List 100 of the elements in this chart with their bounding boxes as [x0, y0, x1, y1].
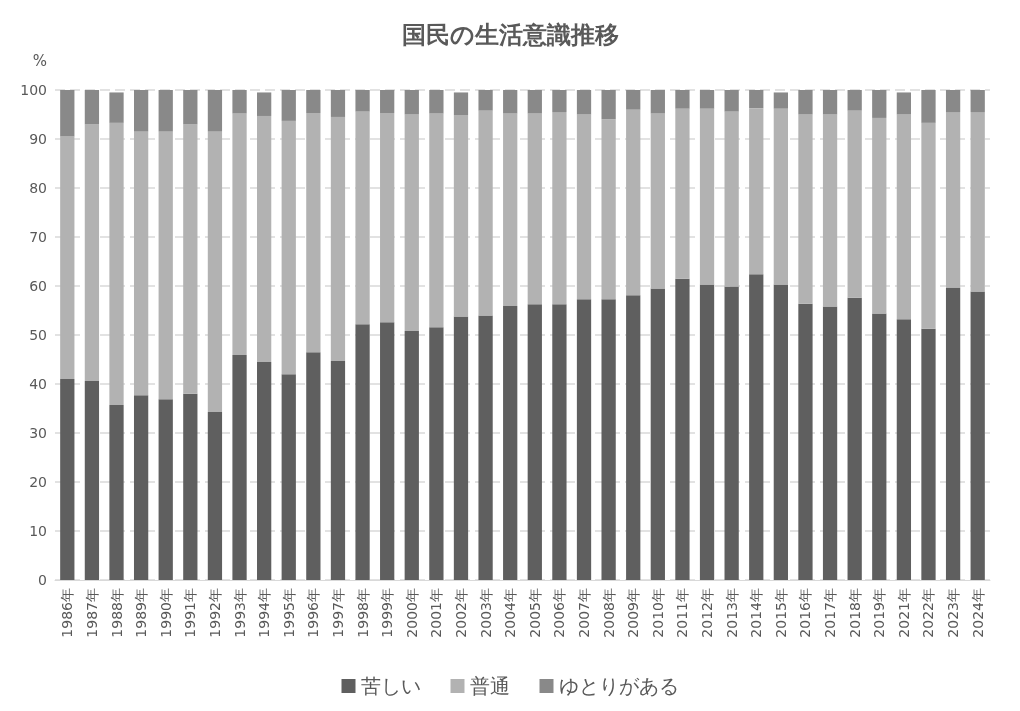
y-tick-label: 30	[29, 425, 47, 441]
bar	[478, 90, 493, 111]
bar	[699, 90, 715, 109]
bar	[478, 110, 493, 316]
x-tick-label: 1995年	[280, 588, 297, 638]
bar	[306, 352, 321, 580]
bar	[675, 278, 690, 580]
bar	[478, 315, 493, 580]
y-tick-label: 100	[20, 82, 47, 98]
y-tick-label: 70	[29, 229, 47, 245]
x-tick-label: 1993年	[231, 588, 248, 638]
bar	[675, 108, 690, 279]
x-tick-label: 2015年	[772, 588, 789, 638]
x-tick-label: 2012年	[699, 588, 716, 638]
bar	[503, 113, 518, 307]
bar	[84, 381, 100, 580]
bar	[749, 274, 764, 580]
chart-title: 国民の生活意識推移	[401, 21, 619, 49]
bar	[724, 286, 739, 580]
x-tick-label: 1990年	[157, 588, 174, 638]
bar	[330, 90, 346, 117]
x-tick-label: 2006年	[551, 588, 568, 638]
legend-label: 苦しい	[360, 674, 421, 698]
bar	[847, 90, 862, 111]
bar	[576, 90, 592, 115]
y-tick-label: 20	[29, 474, 47, 490]
x-tick-label: 2007年	[576, 588, 593, 638]
y-tick-label: 50	[29, 327, 47, 343]
bar	[183, 90, 198, 125]
bar	[527, 304, 542, 580]
x-tick-label: 1986年	[59, 588, 76, 638]
x-tick-label: 2003年	[477, 588, 494, 638]
bar	[847, 110, 862, 298]
bar	[503, 306, 518, 580]
bar	[724, 90, 739, 112]
bar	[281, 120, 296, 375]
x-tick-label: 2021年	[895, 588, 912, 638]
bar	[133, 395, 149, 580]
x-tick-label: 2002年	[452, 588, 469, 638]
bar	[60, 136, 75, 380]
bar	[921, 90, 936, 123]
legend-label: 普通	[469, 674, 510, 698]
bar	[650, 288, 665, 580]
bar	[257, 361, 272, 580]
bar	[453, 92, 469, 115]
x-tick-label: 1988年	[108, 588, 125, 638]
bar	[749, 90, 764, 109]
bar	[503, 90, 518, 114]
bar	[945, 90, 961, 113]
bar	[183, 124, 198, 394]
bar	[749, 108, 764, 275]
bar	[724, 111, 739, 287]
x-tick-label: 2014年	[748, 588, 765, 638]
bar	[601, 299, 616, 580]
bar	[822, 90, 838, 115]
bar	[576, 299, 592, 580]
bar	[650, 90, 665, 114]
x-tick-label: 1991年	[182, 588, 199, 638]
bar	[822, 114, 838, 307]
x-tick-label: 2017年	[822, 588, 839, 638]
bar	[380, 90, 395, 114]
bar	[896, 114, 912, 320]
bar	[945, 287, 961, 580]
x-tick-label: 2004年	[502, 588, 519, 638]
bar	[699, 108, 715, 285]
bar	[404, 90, 419, 115]
x-tick-label: 1989年	[133, 588, 150, 638]
bar	[281, 90, 296, 121]
x-tick-label: 1998年	[354, 588, 371, 638]
bar	[626, 109, 641, 296]
y-axis-title: %	[32, 51, 47, 70]
bar	[552, 304, 567, 580]
bar	[601, 90, 616, 120]
bar	[232, 90, 247, 114]
x-tick-label: 1992年	[206, 588, 223, 638]
x-tick-label: 2009年	[625, 588, 642, 638]
bar	[207, 90, 223, 132]
bar	[552, 112, 567, 305]
x-tick-label: 2023年	[945, 588, 962, 638]
y-tick-label: 40	[29, 376, 47, 392]
bar	[847, 297, 862, 580]
bar	[945, 112, 961, 288]
bar	[798, 114, 813, 304]
bar	[576, 114, 592, 300]
bar	[330, 360, 346, 580]
x-tick-label: 2018年	[846, 588, 863, 638]
x-tick-label: 2011年	[674, 588, 691, 638]
bar	[822, 306, 838, 580]
x-tick-label: 1997年	[329, 588, 346, 638]
bar	[601, 119, 616, 300]
x-tick-label: 2005年	[526, 588, 543, 638]
bar	[109, 405, 124, 580]
bar	[207, 411, 223, 580]
x-tick-label: 2000年	[403, 588, 420, 638]
bar	[306, 90, 321, 114]
bar	[773, 108, 788, 285]
bar	[429, 327, 444, 580]
x-tick-label: 1996年	[305, 588, 322, 638]
bar	[921, 328, 936, 580]
bar	[896, 319, 912, 580]
